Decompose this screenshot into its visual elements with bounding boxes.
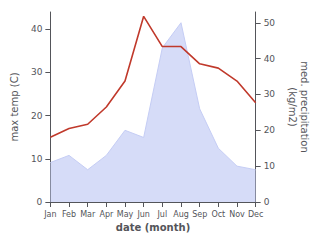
svg-text:30: 30 [31,67,43,77]
svg-text:Jan: Jan [43,210,56,219]
svg-text:20: 20 [31,111,43,121]
svg-text:Jun: Jun [136,210,150,219]
svg-text:(kg/m2): (kg/m2) [287,87,298,127]
svg-text:0: 0 [264,197,270,207]
svg-text:Dec: Dec [248,210,263,219]
svg-text:10: 10 [264,161,276,171]
svg-text:date (month): date (month) [116,222,190,233]
svg-text:May: May [117,210,134,219]
svg-text:Jul: Jul [157,210,168,219]
svg-text:max temp (C): max temp (C) [9,72,20,141]
svg-text:med. precipitation: med. precipitation [299,61,310,153]
svg-text:50: 50 [264,18,276,28]
svg-text:40: 40 [31,24,43,34]
svg-text:Feb: Feb [62,210,76,219]
svg-text:40: 40 [264,54,276,64]
svg-text:Aug: Aug [173,210,189,219]
svg-text:Apr: Apr [99,210,114,219]
svg-text:20: 20 [264,125,276,135]
svg-text:10: 10 [31,154,43,164]
svg-text:Oct: Oct [211,210,225,219]
svg-text:30: 30 [264,89,276,99]
svg-text:Nov: Nov [229,210,245,219]
svg-text:Sep: Sep [192,210,207,219]
svg-text:0: 0 [37,197,43,207]
svg-text:Mar: Mar [80,210,96,219]
